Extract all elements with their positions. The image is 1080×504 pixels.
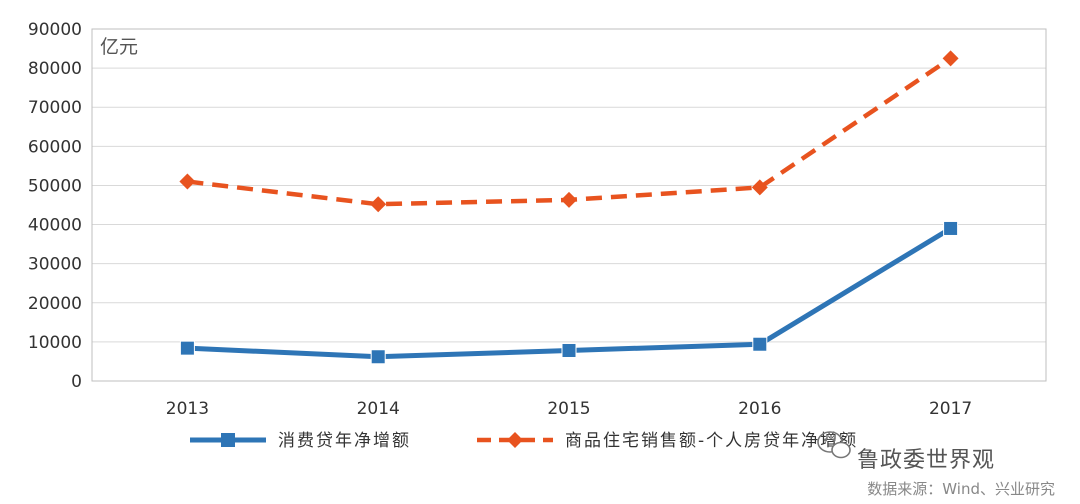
data-point (751, 179, 768, 196)
y-axis-ticks: 0 10000 20000 30000 40000 50000 60000 70000 8000… (28, 20, 82, 392)
series-line (187, 56, 952, 207)
x-tick-label: 2016 (738, 399, 781, 419)
y-tick-label: 80000 (28, 59, 82, 79)
data-point (942, 50, 959, 67)
y-tick-label: 10000 (28, 333, 82, 353)
data-point (561, 191, 577, 208)
legend-item: 商品住宅销售额-个人房贷年净增额 (477, 431, 858, 451)
data-point (943, 220, 959, 236)
y-tick-label: 20000 (28, 294, 82, 314)
y-tick-label: 60000 (28, 137, 82, 157)
y-tick-label: 70000 (28, 98, 82, 118)
data-point (179, 173, 196, 190)
y-tick-label: 0 (71, 372, 82, 392)
x-tick-label: 2014 (357, 399, 400, 419)
legend-item: 消费贷年净增额 (190, 431, 411, 451)
data-point (752, 336, 768, 352)
x-tick-label: 2013 (166, 399, 209, 419)
x-axis-ticks: 2013 2014 2015 2016 2017 (166, 399, 972, 419)
y-tick-label: 30000 (28, 255, 82, 275)
series-2 (179, 50, 959, 213)
data-point (561, 342, 577, 358)
gridlines (92, 28, 1046, 343)
y-tick-label: 40000 (28, 216, 82, 236)
legend-label: 商品住宅销售额-个人房贷年净增额 (565, 431, 858, 451)
wechat-icon (817, 431, 851, 459)
watermark: 鲁政委世界观 数据来源：Wind、兴业研究 (817, 431, 1055, 498)
data-point (370, 196, 387, 213)
series-1 (179, 220, 959, 365)
legend: 消费贷年净增额 商品住宅销售额-个人房贷年净增额 (190, 431, 858, 451)
series-line (187, 226, 952, 360)
x-tick-label: 2015 (547, 399, 590, 419)
data-point (370, 349, 386, 365)
legend-marker (221, 433, 235, 447)
y-tick-label: 50000 (28, 176, 82, 196)
series-layer (179, 50, 959, 365)
plot-area-frame (91, 28, 1047, 382)
watermark-source: 数据来源：Wind、兴业研究 (867, 480, 1055, 498)
y-tick-label: 90000 (28, 20, 82, 40)
watermark-account: 鲁政委世界观 (857, 448, 995, 473)
y-axis-unit-label: 亿元 (100, 36, 138, 58)
x-tick-label: 2017 (929, 399, 972, 419)
legend-marker (507, 432, 523, 448)
data-point (179, 340, 195, 356)
legend-label: 消费贷年净增额 (278, 431, 411, 451)
